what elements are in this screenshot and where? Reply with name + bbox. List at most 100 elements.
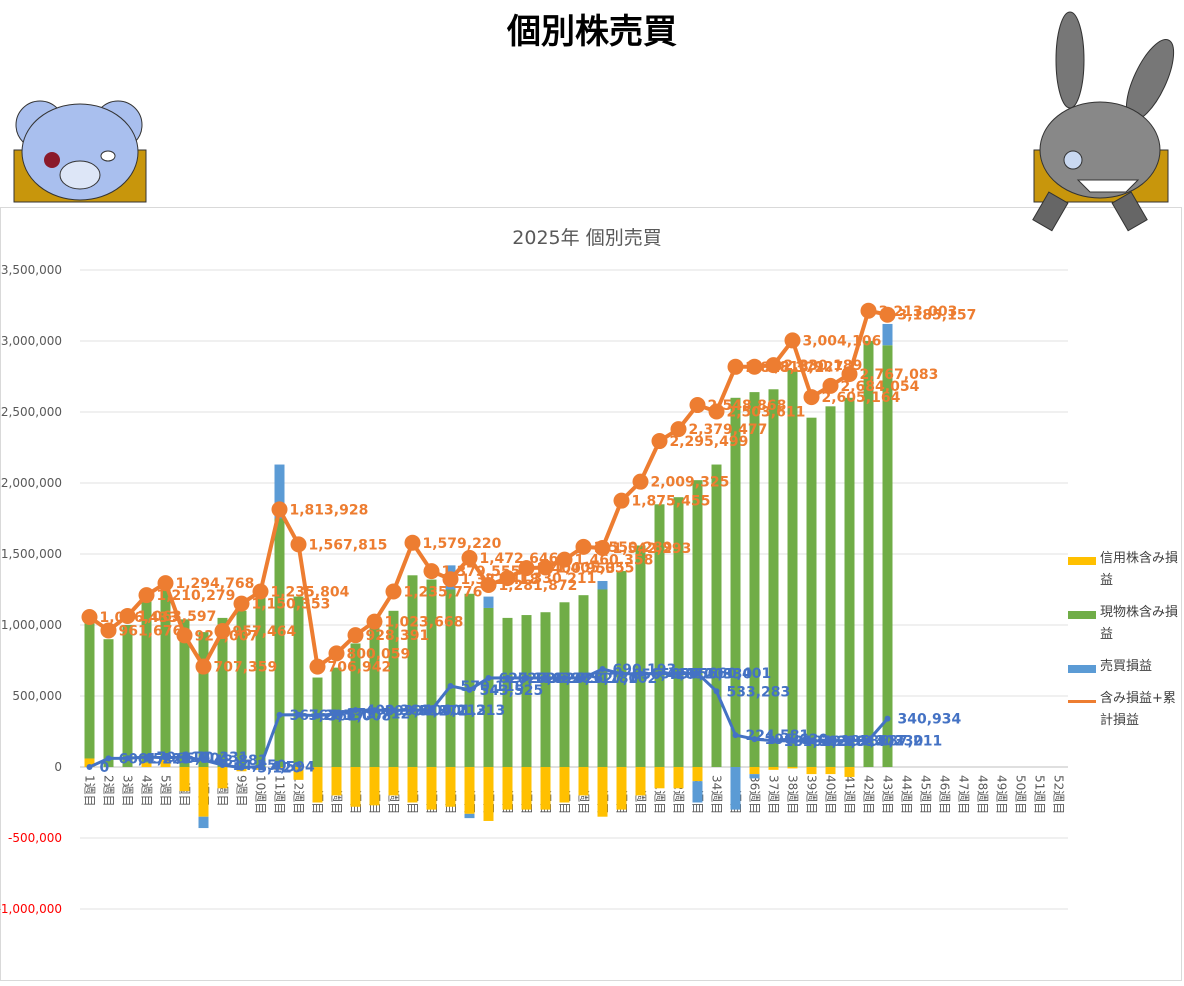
line-marker — [328, 645, 345, 662]
y-tick-label: -1,000,000 — [0, 902, 62, 916]
line-marker — [808, 737, 815, 744]
data-label: 627,311 — [556, 671, 620, 687]
bar — [331, 667, 342, 767]
data-label: 707,359 — [214, 660, 278, 676]
line-marker — [100, 622, 117, 639]
bar — [654, 767, 665, 789]
x-tick-label: 39週目 — [805, 775, 819, 814]
chart-frame — [0, 207, 1182, 981]
bar — [407, 767, 418, 803]
data-label: 1,813,928 — [290, 502, 369, 518]
bar — [84, 621, 95, 759]
bar — [844, 767, 855, 777]
line-marker — [124, 755, 131, 762]
data-label: 800,059 — [347, 646, 411, 662]
line-marker — [827, 737, 834, 744]
data-label: 961,676 — [119, 623, 183, 639]
line-marker — [732, 732, 739, 739]
data-label: 0 — [100, 760, 110, 776]
data-label: 3,185,157 — [898, 308, 977, 324]
line-marker — [290, 536, 307, 553]
bar — [559, 602, 570, 767]
data-label: 2,503,611 — [727, 404, 806, 420]
line-marker — [860, 302, 877, 319]
line-marker — [770, 737, 777, 744]
line-marker — [105, 755, 112, 762]
bar — [711, 464, 722, 767]
data-label: 401,213 — [442, 703, 506, 719]
line-marker — [309, 658, 326, 675]
data-label: 186,330 — [860, 734, 924, 750]
line-marker — [846, 737, 853, 744]
bar — [502, 617, 513, 767]
line-marker — [675, 670, 682, 677]
legend-item: 信用株含み損益 — [1068, 551, 1180, 592]
data-label: 656,930 — [689, 667, 753, 683]
bar — [350, 767, 361, 807]
data-label: 656,420 — [632, 667, 696, 683]
bar — [483, 607, 494, 767]
x-tick-label: 10週目 — [254, 775, 268, 814]
line-marker — [884, 715, 891, 722]
bar — [730, 397, 741, 767]
line-marker — [656, 670, 663, 677]
bar — [825, 406, 836, 767]
x-tick-label: 48週目 — [976, 775, 990, 814]
line-marker — [580, 674, 587, 681]
line-marker — [613, 492, 630, 509]
bar — [502, 767, 513, 810]
legend-item: 現物株含み損益 — [1068, 605, 1180, 646]
x-tick-label: 40週目 — [824, 775, 838, 814]
bar — [787, 369, 798, 767]
x-tick-label: 44週目 — [900, 775, 914, 814]
line-marker — [314, 712, 321, 719]
bar — [293, 596, 304, 767]
bar — [578, 767, 589, 796]
legend-swatch — [1068, 665, 1096, 673]
line-marker — [119, 607, 136, 624]
line-marker — [233, 595, 250, 612]
x-tick-label: 38週目 — [786, 775, 800, 814]
bar — [654, 504, 665, 767]
x-tick-label: 52週目 — [1052, 775, 1066, 814]
line-marker — [81, 608, 98, 625]
bar — [540, 612, 551, 767]
data-label: 1,405,055 — [556, 560, 635, 576]
data-label: 398,871 — [404, 703, 468, 719]
data-label: 626,905 — [537, 671, 601, 687]
bar — [673, 497, 684, 767]
bar — [806, 417, 817, 767]
bar — [844, 397, 855, 767]
data-label: 3,004,106 — [803, 333, 882, 349]
bar — [274, 518, 285, 767]
data-label: 543,525 — [480, 683, 544, 699]
line-marker — [803, 389, 820, 406]
legend-swatch — [1068, 557, 1096, 565]
x-tick-label: 4週目 — [140, 775, 154, 807]
line-marker — [442, 571, 459, 588]
x-tick-label: 3週目 — [121, 775, 135, 807]
bar — [768, 389, 779, 767]
bar — [749, 774, 760, 779]
bear-mascot — [13, 100, 147, 203]
legend-item: 含み損益+累計損益 — [1068, 691, 1180, 732]
x-tick-label: 49週目 — [995, 775, 1009, 814]
bar — [521, 615, 532, 767]
bar — [141, 600, 152, 763]
data-label: 957,464 — [233, 624, 297, 640]
bar — [369, 625, 380, 767]
data-label: 2,684,054 — [841, 379, 920, 395]
data-label: 187,211 — [879, 733, 943, 749]
data-label: 1,294,768 — [176, 576, 255, 592]
data-label: 1,579,220 — [423, 536, 502, 552]
bar — [388, 767, 399, 796]
y-tick-label: 2,500,000 — [1, 405, 62, 419]
x-tick-label: 42週目 — [862, 775, 876, 814]
bar — [426, 767, 437, 810]
line-marker — [789, 737, 796, 744]
x-tick-label: 36週目 — [748, 775, 762, 814]
data-label: 1,281,872 — [499, 578, 578, 594]
legend-label: 売買損益 — [1100, 659, 1153, 674]
y-tick-label: 1,000,000 — [1, 618, 62, 632]
